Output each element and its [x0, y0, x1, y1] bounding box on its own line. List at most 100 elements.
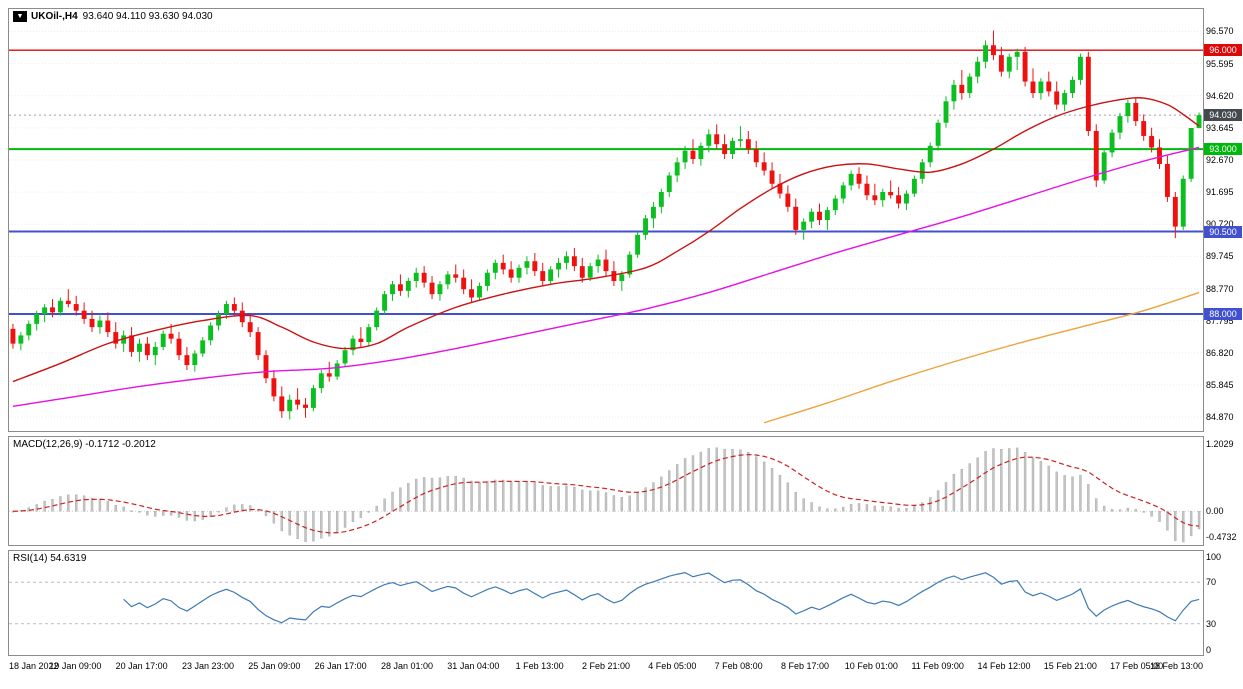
- candle-body: [1149, 135, 1155, 148]
- price-tick-label: 87.795: [1206, 315, 1234, 326]
- candle-body: [390, 284, 395, 295]
- candle-body: [556, 262, 562, 270]
- price-level-badge: 90.500: [1204, 226, 1242, 238]
- candle-body: [911, 178, 917, 194]
- candle-body: [991, 45, 996, 56]
- candle-body: [722, 144, 728, 155]
- candles-layer[interactable]: [10, 30, 1202, 420]
- time-tick-label: 17 Feb 05:00: [1110, 661, 1164, 671]
- candle-body: [888, 191, 894, 196]
- candle-body: [809, 211, 815, 222]
- candle-body: [1006, 56, 1012, 72]
- candle-body: [445, 274, 451, 285]
- time-tick-label: 14 Feb 12:00: [977, 661, 1031, 671]
- candle-body: [840, 185, 846, 199]
- candle-body: [1077, 56, 1083, 80]
- candle-body: [975, 61, 981, 77]
- candle-body: [10, 328, 16, 344]
- price-tick-label: 86.820: [1206, 347, 1234, 358]
- candle-body: [904, 193, 909, 204]
- candle-body: [318, 373, 324, 389]
- time-tick-label: 8 Feb 17:00: [780, 661, 830, 671]
- main-chart-canvas[interactable]: [9, 9, 1203, 431]
- candle-body: [1054, 91, 1060, 105]
- time-axis[interactable]: 18 Jan 2022 19 Jan 09:00 20 Jan 17:00 23 Ja…: [0, 660, 1243, 676]
- macd-tick-label: -0.4732: [1206, 532, 1237, 542]
- price-tick-label: 85.845: [1206, 380, 1234, 390]
- price-level-badge: 88.000: [1204, 308, 1242, 320]
- candle-body: [564, 256, 569, 263]
- candle-body: [469, 289, 475, 298]
- candle-body: [690, 150, 696, 160]
- candle-body: [998, 55, 1004, 72]
- chart-dropdown-icon[interactable]: ▼: [13, 11, 27, 22]
- time-tick-label: 20 Jan 17:00: [115, 661, 168, 671]
- time-tick-label: 11 Feb 09:00: [911, 661, 964, 671]
- candle-body: [1109, 132, 1115, 153]
- macd-histogram: [11, 447, 1201, 543]
- candle-body: [1180, 178, 1186, 227]
- candle-body: [730, 140, 735, 155]
- rsi-canvas[interactable]: [9, 551, 1203, 655]
- candle-body: [405, 280, 411, 291]
- candle-body: [42, 307, 48, 314]
- macd-tick-label: 1.2029: [1206, 438, 1234, 449]
- price-tick-label: 84.870: [1206, 412, 1234, 423]
- candle-body: [951, 84, 957, 102]
- price-axis[interactable]: 96.570 95.595 94.620 93.645 92.670 91.695 90.7…: [1204, 0, 1243, 689]
- candle-body: [223, 304, 229, 314]
- candle-body: [856, 173, 862, 184]
- candle-body: [793, 206, 799, 230]
- macd-tick-label: 0.00: [1206, 506, 1224, 517]
- candle-body: [366, 327, 372, 342]
- candle-body: [57, 300, 63, 313]
- price-tick-label: 96.570: [1206, 26, 1234, 37]
- time-tick-label: 4 Feb 05:00: [648, 661, 697, 671]
- candle-body: [935, 122, 941, 146]
- candle-body: [959, 84, 965, 94]
- candle-body: [532, 261, 538, 272]
- rsi-line: [123, 572, 1200, 624]
- time-tick-label: 26 Jan 17:00: [314, 661, 367, 671]
- candle-body: [129, 335, 135, 352]
- candle-body: [643, 218, 648, 235]
- candle-body: [824, 210, 830, 220]
- candle-body: [89, 318, 95, 328]
- candle-body: [176, 338, 182, 356]
- candle-body: [231, 304, 237, 311]
- rsi-panel[interactable]: RSI(14) 54.6319: [8, 550, 1204, 656]
- main-chart-panel[interactable]: ▼ UKOil-,H4 93.640 94.110 93.630 94.030: [8, 8, 1204, 432]
- candle-body: [358, 338, 364, 342]
- candle-body: [579, 266, 585, 278]
- candle-body: [872, 195, 878, 201]
- candle-body: [216, 313, 221, 326]
- candle-body: [927, 145, 933, 163]
- candle-body: [184, 355, 190, 366]
- ma-slow-orange: [763, 291, 1200, 424]
- price-level-badge: 93.000: [1204, 143, 1242, 155]
- candle-body: [674, 162, 680, 176]
- price-tick-label: 90.720: [1206, 219, 1234, 230]
- candle-body: [769, 170, 775, 184]
- rsi-title: RSI(14) 54.6319: [13, 553, 87, 564]
- price-tick-label: 91.695: [1206, 187, 1234, 198]
- candle-body: [587, 266, 593, 278]
- candle-body: [421, 272, 427, 283]
- candle-body: [437, 284, 443, 295]
- time-tick-label: 10 Feb 01:00: [844, 661, 898, 671]
- candle-body: [603, 259, 609, 272]
- candle-body: [595, 259, 601, 267]
- candle-body: [477, 285, 482, 298]
- candle-body: [650, 206, 656, 219]
- candle-body: [548, 269, 554, 281]
- candle-body: [295, 399, 301, 405]
- candle-body: [785, 193, 791, 207]
- candle-body: [382, 294, 388, 311]
- macd-panel[interactable]: MACD(12,26,9) -0.1712 -0.2012: [8, 436, 1204, 546]
- candle-body: [50, 307, 55, 313]
- candle-body: [461, 277, 467, 290]
- candle-body: [540, 271, 546, 281]
- macd-canvas[interactable]: [9, 437, 1203, 545]
- price-tick-label: 88.770: [1206, 283, 1234, 294]
- candle-body: [73, 304, 79, 311]
